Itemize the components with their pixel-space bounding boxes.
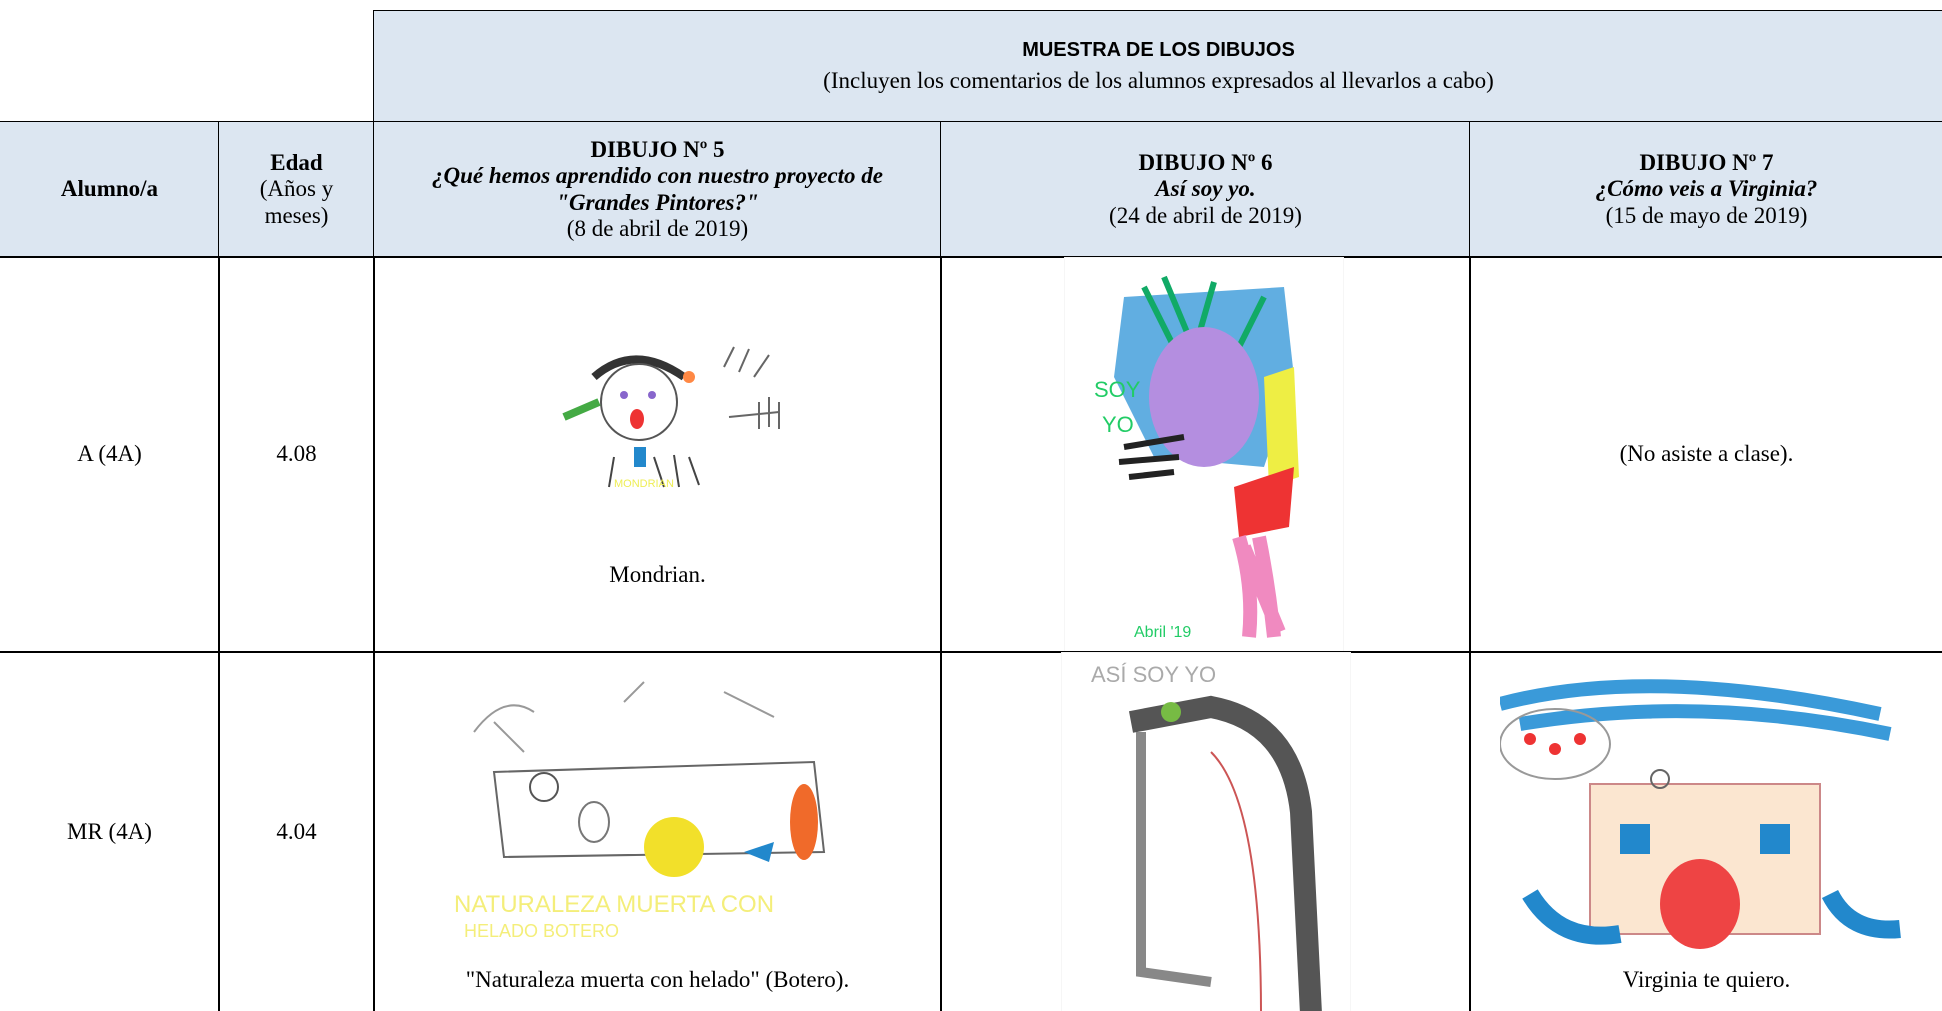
column-date: (15 de mayo de 2019) [1605, 202, 1808, 228]
drawing-cell: MONDRIAN Mondrian. [373, 256, 942, 653]
column-title: DIBUJO Nº 7 [1639, 149, 1774, 175]
column-header: DIBUJO Nº 6 Así soy yo. (24 de abril de … [940, 121, 1471, 258]
drawing-image [1500, 679, 1901, 949]
drawing-image: SOY YO Abril '19 [1064, 257, 1344, 652]
svg-text:ASÍ SOY YO: ASÍ SOY YO [1091, 662, 1216, 687]
student-cell: A (4A) [0, 256, 220, 653]
svg-text:MONDRIAN: MONDRIAN [614, 478, 674, 490]
header-subtitle: (Incluyen los comentarios de los alumnos… [823, 67, 1494, 93]
header-title: MUESTRA DE LOS DIBUJOS [1022, 38, 1295, 61]
column-header: DIBUJO Nº 7 ¿Cómo veis a Virginia? (15 d… [1469, 121, 1942, 258]
age: 4.04 [276, 818, 317, 844]
sample-header: MUESTRA DE LOS DIBUJOS (Incluyen los com… [373, 10, 1942, 123]
column-title: Alumno/a [60, 176, 159, 202]
drawing-caption: "Naturaleza muerta con helado" (Botero). [465, 967, 850, 992]
column-subtitle: ¿Cómo veis a Virginia? [1595, 176, 1818, 202]
drawing-caption: Mondrian. [609, 562, 706, 587]
drawing-cell: Virginia te quiero. [1469, 651, 1942, 1011]
student: A (4A) [77, 441, 142, 467]
svg-text:SOY: SOY [1094, 377, 1141, 402]
drawing-cell: (No asiste a clase). [1469, 256, 1942, 653]
column-subtitle: Así soy yo. [1155, 176, 1256, 202]
student: MR (4A) [67, 818, 152, 844]
student-cell: MR (4A) [0, 651, 220, 1011]
drawing-cell: ASÍ SOY YO [940, 651, 1471, 1011]
svg-text:NATURALEZA MUERTA CON: NATURALEZA MUERTA CON [454, 891, 774, 918]
column-date: (24 de abril de 2019) [1109, 202, 1302, 228]
column-title: DIBUJO Nº 5 [590, 136, 725, 162]
drawing-caption: (No asiste a clase). [1619, 441, 1794, 467]
column-header: Edad (Años y meses) [218, 121, 375, 258]
drawing-caption: Virginia te quiero. [1622, 967, 1791, 992]
drawing-cell: SOY YO Abril '19 [940, 256, 1471, 653]
svg-text:HELADO BOTERO: HELADO BOTERO [464, 921, 619, 941]
svg-text:Abril '19: Abril '19 [1134, 624, 1191, 641]
column-title: DIBUJO Nº 6 [1138, 149, 1273, 175]
column-date: (8 de abril de 2019) [566, 215, 749, 241]
column-subtitle: (Años y meses) [259, 176, 334, 228]
column-title: Edad [270, 149, 323, 175]
age-cell: 4.08 [218, 256, 375, 653]
column-subtitle: ¿Qué hemos aprendido con nuestro proyect… [431, 163, 884, 215]
drawing-image: NATURALEZA MUERTA CON HELADO BOTERO [454, 681, 826, 941]
age-cell: 4.04 [218, 651, 375, 1011]
column-header: DIBUJO Nº 5 ¿Qué hemos aprendido con nue… [373, 121, 942, 258]
svg-text:YO: YO [1102, 412, 1134, 437]
drawing-image: ASÍ SOY YO [1061, 652, 1351, 1011]
drawing-image: MONDRIAN [562, 346, 780, 490]
age: 4.08 [276, 441, 317, 467]
drawing-cell: NATURALEZA MUERTA CON HELADO BOTERO "Nat… [373, 651, 942, 1011]
column-header: Alumno/a [0, 121, 220, 258]
